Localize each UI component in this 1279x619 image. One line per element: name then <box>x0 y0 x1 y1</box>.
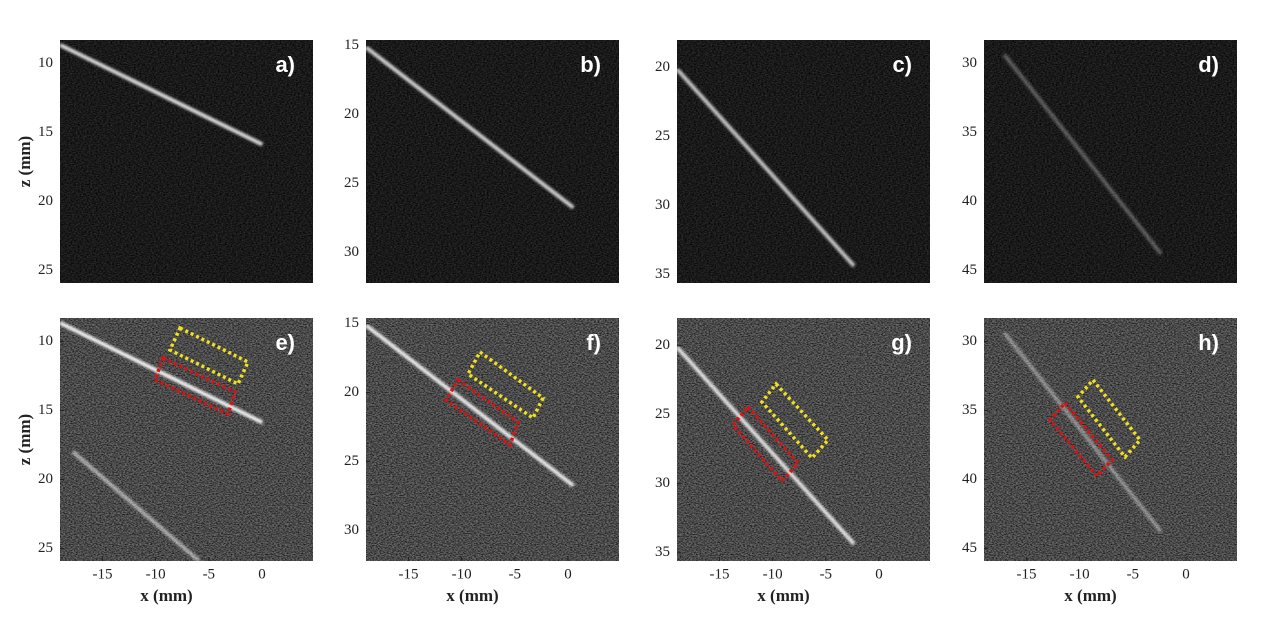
y-tick-label: 30 <box>344 244 359 260</box>
x-tick-label: -15 <box>710 566 730 582</box>
panel-label: a) <box>275 52 295 77</box>
panel-label: c) <box>892 52 912 77</box>
x-tick-label: -10 <box>1070 566 1090 582</box>
y-tick-label: 25 <box>38 262 53 278</box>
x-tick-label: -5 <box>1127 566 1140 582</box>
y-tick-label: 45 <box>962 540 977 556</box>
x-axis-label: x (mm) <box>1064 586 1116 605</box>
needle <box>60 43 264 147</box>
needle <box>677 345 856 546</box>
y-tick-label: 15 <box>38 124 53 140</box>
y-tick-label: 30 <box>962 333 977 349</box>
x-tick-label: -15 <box>1017 566 1037 582</box>
red-roi <box>443 377 521 448</box>
panel <box>677 318 930 561</box>
needle <box>71 450 201 561</box>
y-tick-label: 20 <box>655 337 670 353</box>
x-tick-label: -10 <box>452 566 472 582</box>
x-axis-label: x (mm) <box>446 586 498 605</box>
y-axis-label: z (mm) <box>15 136 34 187</box>
red-roi <box>730 404 801 484</box>
red-roi <box>1047 400 1115 479</box>
y-tick-label: 40 <box>962 193 977 209</box>
needle <box>366 323 575 488</box>
yellow-roi <box>465 349 546 421</box>
x-tick-label: 0 <box>258 566 266 582</box>
y-tick-label: 30 <box>962 55 977 71</box>
y-tick-label: 15 <box>38 402 53 418</box>
y-tick-label: 20 <box>344 106 359 122</box>
y-tick-label: 25 <box>344 175 359 191</box>
x-tick-label: -15 <box>93 566 113 582</box>
speckle <box>677 318 930 561</box>
y-tick-label: 15 <box>344 315 359 331</box>
panel <box>984 318 1237 561</box>
needle <box>677 67 856 268</box>
panel-label: h) <box>1198 330 1219 355</box>
y-tick-label: 25 <box>655 128 670 144</box>
panel <box>677 40 930 283</box>
panel-label: e) <box>275 330 295 355</box>
x-tick-label: 0 <box>1182 566 1190 582</box>
x-tick-label: 0 <box>875 566 883 582</box>
x-tick-label: -5 <box>509 566 522 582</box>
speckle <box>677 40 930 283</box>
panel <box>984 40 1237 283</box>
y-tick-label: 35 <box>655 266 670 282</box>
y-tick-label: 25 <box>655 406 670 422</box>
x-axis-label: x (mm) <box>140 586 192 605</box>
needle <box>60 321 264 425</box>
needle <box>366 45 575 210</box>
panel-label: f) <box>586 330 601 355</box>
x-tick-label: -10 <box>146 566 166 582</box>
y-axis-label: z (mm) <box>15 414 34 465</box>
y-tick-label: 35 <box>655 544 670 560</box>
y-tick-label: 35 <box>962 124 977 140</box>
yellow-roi <box>1075 377 1143 460</box>
y-tick-label: 25 <box>344 453 359 469</box>
panel <box>366 318 619 561</box>
speckle <box>60 40 313 283</box>
x-axis-label: x (mm) <box>757 586 809 605</box>
y-tick-label: 45 <box>962 262 977 278</box>
x-tick-label: -5 <box>820 566 833 582</box>
panel <box>366 40 619 283</box>
x-tick-label: -5 <box>203 566 216 582</box>
y-tick-label: 15 <box>344 37 359 53</box>
y-tick-label: 10 <box>38 333 53 349</box>
x-tick-label: 0 <box>564 566 572 582</box>
y-tick-label: 30 <box>655 197 670 213</box>
red-roi <box>152 355 238 417</box>
x-tick-label: -10 <box>763 566 783 582</box>
y-tick-label: 20 <box>38 471 53 487</box>
yellow-roi <box>759 381 831 461</box>
y-tick-label: 30 <box>344 522 359 538</box>
y-tick-label: 25 <box>38 540 53 556</box>
yellow-roi <box>167 325 251 387</box>
x-tick-label: -15 <box>399 566 419 582</box>
needle <box>1002 53 1163 256</box>
panel <box>60 40 313 283</box>
y-tick-label: 20 <box>38 193 53 209</box>
y-tick-label: 20 <box>344 384 359 400</box>
panel-label: b) <box>580 52 601 77</box>
needle <box>1002 331 1163 534</box>
panel-label: d) <box>1198 52 1219 77</box>
y-tick-label: 10 <box>38 55 53 71</box>
y-tick-label: 30 <box>655 475 670 491</box>
panel-label: g) <box>891 330 912 355</box>
y-tick-label: 35 <box>962 402 977 418</box>
y-tick-label: 40 <box>962 471 977 487</box>
y-tick-label: 20 <box>655 59 670 75</box>
